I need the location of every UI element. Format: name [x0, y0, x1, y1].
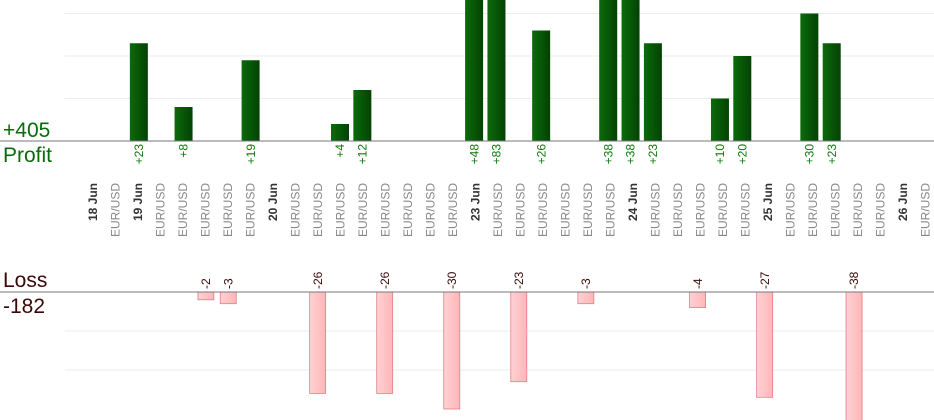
- loss-bar: [197, 291, 215, 301]
- x-axis-pair-label: EUR/USD: [356, 183, 370, 237]
- profit-value-label: +83: [490, 144, 504, 165]
- loss-bar: [443, 291, 461, 410]
- loss-value-label: -23: [512, 271, 526, 289]
- profit-value-label: +20: [735, 144, 749, 165]
- loss-value-label: -3: [579, 278, 593, 289]
- x-axis-pair-label: EUR/USD: [604, 183, 618, 237]
- x-axis-date-label: 23 Jun: [469, 183, 483, 221]
- loss-value-label: -2: [199, 278, 213, 289]
- loss-value-label: -30: [445, 271, 459, 289]
- x-axis-pair-label: EUR/USD: [514, 183, 528, 237]
- profit-bar: [174, 107, 193, 141]
- x-axis-date-label: 19 Jun: [131, 183, 145, 221]
- x-axis-pair-label: EUR/USD: [716, 183, 730, 237]
- x-axis-pair-label: EUR/USD: [851, 183, 865, 237]
- loss-value-label: -4: [691, 278, 705, 289]
- profit-value-label: +30: [803, 144, 817, 165]
- x-axis-pair-label: EUR/USD: [446, 183, 460, 237]
- loss-label: Loss: [3, 269, 48, 292]
- loss-bar: [219, 291, 237, 305]
- x-axis-pair-label: EUR/USD: [424, 183, 438, 237]
- profit-value-label: +8: [177, 144, 191, 158]
- x-axis-pair-label: EUR/USD: [784, 183, 798, 237]
- loss-total: -182: [3, 295, 46, 318]
- profit-bar: [599, 0, 618, 141]
- profit-bar: [710, 98, 729, 141]
- x-axis-pair-label: EUR/USD: [671, 183, 685, 237]
- profit-value-label: +48: [467, 144, 481, 165]
- x-axis-date-label: 18 Jun: [86, 183, 100, 221]
- profit-value-label: +10: [713, 144, 727, 165]
- loss-bar: [756, 291, 774, 398]
- x-axis-pair-label: EUR/USD: [109, 183, 123, 237]
- profit-value-label: +12: [356, 144, 370, 165]
- profit-label: Profit: [3, 144, 53, 167]
- profit-bar: [621, 0, 640, 141]
- x-axis-pair-label: EUR/USD: [559, 183, 573, 237]
- x-axis-pair-label: EUR/USD: [739, 183, 753, 237]
- x-axis-pair-label: EUR/USD: [919, 183, 933, 237]
- profit-bar: [643, 43, 662, 141]
- x-axis-pair-label: EUR/USD: [829, 183, 843, 237]
- profit-value-label: +23: [646, 144, 660, 165]
- profit-value-label: +38: [601, 144, 615, 165]
- loss-value-label: -26: [378, 271, 392, 289]
- profit-value-label: +4: [333, 144, 347, 158]
- x-axis-date-label: 26 Jun: [896, 183, 910, 221]
- profit-bar: [822, 43, 841, 141]
- x-axis-date-label: 24 Jun: [626, 183, 640, 221]
- loss-bar: [845, 291, 863, 420]
- loss-bar: [510, 291, 528, 383]
- loss-bar: [376, 291, 394, 394]
- loss-value-label: -27: [758, 271, 772, 289]
- loss-value-label: -3: [221, 278, 235, 289]
- x-axis-pair-label: EUR/USD: [176, 183, 190, 237]
- x-axis-pair-label: EUR/USD: [221, 183, 235, 237]
- profit-bar: [129, 43, 148, 141]
- profit-bar: [800, 13, 819, 141]
- x-axis-pair-label: EUR/USD: [334, 183, 348, 237]
- profit-bar: [353, 90, 372, 141]
- loss-bar: [309, 291, 327, 394]
- x-axis-date-label: 20 Jun: [266, 183, 280, 221]
- profit-value-label: +23: [132, 144, 146, 165]
- profit-value-label: +19: [244, 144, 258, 165]
- profit-value-label: +23: [825, 144, 839, 165]
- x-axis-pair-label: EUR/USD: [289, 183, 303, 237]
- profit-bar: [532, 30, 551, 141]
- x-axis-pair-label: EUR/USD: [694, 183, 708, 237]
- profit-total: +405: [3, 119, 51, 142]
- x-axis-pair-label: EUR/USD: [491, 183, 505, 237]
- x-axis-pair-label: EUR/USD: [874, 183, 888, 237]
- x-axis-pair-label: EUR/USD: [311, 183, 325, 237]
- x-axis-pair-label: EUR/USD: [199, 183, 213, 237]
- x-axis-pair-label: EUR/USD: [536, 183, 550, 237]
- profit-bar: [465, 0, 484, 141]
- x-axis-pair-label: EUR/USD: [581, 183, 595, 237]
- profit-value-label: +26: [534, 144, 548, 165]
- x-axis-pair-label: EUR/USD: [379, 183, 393, 237]
- profit-bar: [331, 124, 349, 141]
- loss-value-label: -26: [311, 271, 325, 289]
- profit-bar: [733, 56, 752, 141]
- profit-bar: [241, 60, 260, 141]
- x-axis-pair-label: EUR/USD: [154, 183, 168, 237]
- loss-bar: [689, 291, 706, 309]
- x-axis-pair-label: EUR/USD: [649, 183, 663, 237]
- x-axis-pair-label: EUR/USD: [806, 183, 820, 237]
- loss-bar: [577, 291, 595, 305]
- loss-value-label: -38: [847, 271, 861, 289]
- x-axis-pair-label: EUR/USD: [401, 183, 415, 237]
- profit-bar: [487, 0, 506, 141]
- x-axis-pair-label: EUR/USD: [244, 183, 258, 237]
- profit-value-label: +38: [624, 144, 638, 165]
- x-axis-date-label: 25 Jun: [761, 183, 775, 221]
